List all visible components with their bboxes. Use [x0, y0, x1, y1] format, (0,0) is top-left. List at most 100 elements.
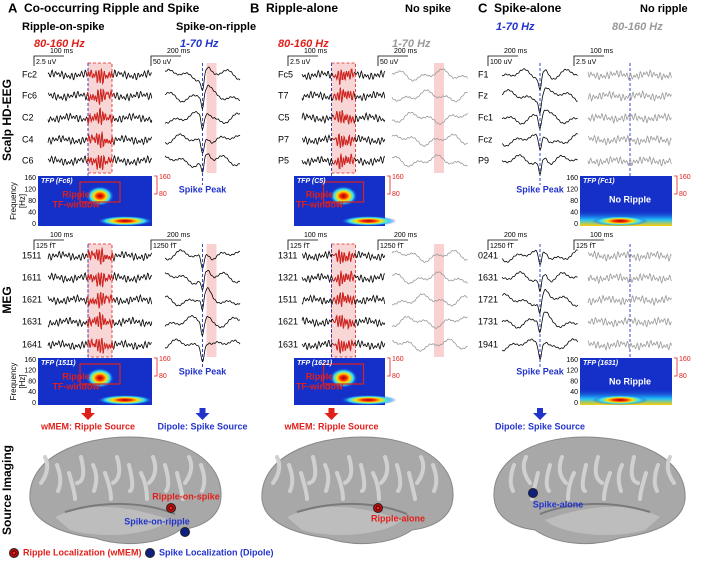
trace: [164, 66, 241, 91]
trace: [164, 133, 241, 154]
brain-surface: [64, 502, 176, 515]
brain-surface: [580, 463, 588, 493]
tfp-label: TFP (Fc6): [41, 178, 73, 185]
spectrogram-hotspot: [340, 216, 397, 226]
window-tick: 80: [159, 191, 167, 198]
channel-label: 1631: [278, 339, 298, 349]
channel-label: C2: [22, 112, 34, 122]
trace: [501, 288, 578, 315]
window-bracket: [674, 175, 678, 195]
tfp-label: TFP (1631): [583, 360, 619, 367]
panel-title: Co-occurring Ripple and Spike: [24, 1, 200, 15]
ripple-trace: [333, 249, 355, 264]
ripple-trace: [86, 312, 114, 330]
amp-scale: 2.5 uV: [36, 59, 57, 66]
brain-surface: [545, 506, 660, 535]
ripple-trace: [86, 131, 114, 149]
frequency-tick: 40: [570, 389, 578, 396]
brain-surface: [431, 463, 439, 493]
time-scale: 100 ms: [590, 48, 613, 55]
brain-surface: [39, 455, 50, 485]
window-tick: 160: [679, 356, 691, 363]
tfp-label: TFP (C5): [297, 178, 326, 185]
brain-surface: [343, 455, 354, 485]
brain-surface: [379, 455, 390, 485]
frequency-tick: 160: [566, 175, 578, 182]
ripple-trace: [333, 133, 355, 149]
panel-letter: A: [8, 0, 18, 15]
ripple-marker: [373, 503, 383, 513]
channel-label: Fc6: [22, 90, 37, 100]
scale-bar: [150, 55, 181, 66]
channel-label: P5: [278, 155, 289, 165]
trace: [587, 272, 672, 285]
time-scale: 200 ms: [394, 232, 417, 239]
channel-label: Fcz: [478, 134, 493, 144]
tfp-label: TFP (1511): [41, 360, 76, 367]
spike-marker: [180, 527, 190, 537]
source-label: Dipole: Spike Source: [495, 421, 585, 431]
window-tick: 80: [392, 191, 400, 198]
source-arrow: [195, 408, 210, 420]
brain: [29, 436, 222, 545]
amp-scale: 2.5 uV: [576, 59, 597, 66]
panel-title: Spike-alone: [494, 1, 562, 15]
brain-surface: [557, 455, 568, 485]
spectrogram-note: Ripple: [306, 189, 334, 199]
spectrogram-hotspot: [329, 368, 358, 388]
frequency-tick: 80: [570, 198, 578, 205]
spectrogram-hotspot: [592, 395, 648, 405]
ripple-trace: [86, 107, 114, 126]
ripple-marker: [166, 503, 176, 513]
source-arrow: [533, 408, 547, 420]
amp-scale: 50 uV: [153, 59, 172, 66]
trace: [588, 134, 672, 147]
trace: [391, 68, 468, 82]
amp-scale: 50 uV: [380, 59, 399, 66]
ripple-trace: [332, 87, 355, 103]
trace: [587, 112, 672, 124]
band-label: 1-70 Hz: [180, 38, 219, 50]
frequency-tick: 40: [28, 389, 36, 396]
brain-surface: [147, 455, 158, 485]
amp-scale: 125 fT: [36, 243, 57, 250]
column-title: Spike-on-ripple: [176, 21, 256, 33]
panel-letter: C: [478, 0, 488, 15]
channel-label: 1311: [278, 250, 297, 260]
time-scale: 100 ms: [590, 232, 613, 239]
brain-surface: [75, 455, 86, 485]
frequency-tick: 120: [566, 368, 578, 375]
window-tick: 80: [679, 191, 687, 198]
channel-label: P7: [278, 134, 289, 144]
trace: [501, 311, 578, 334]
scale-bar: [573, 55, 604, 66]
ripple-window: [206, 244, 217, 357]
column-title: No spike: [405, 3, 451, 15]
ripple-window: [434, 63, 444, 173]
scale-bar: [287, 55, 318, 66]
window-tick: 160: [392, 174, 404, 181]
window-bracket: [154, 357, 158, 377]
window-bracket: [154, 175, 158, 195]
brain-surface: [521, 455, 532, 485]
trace: [391, 315, 468, 329]
brain-surface: [638, 471, 648, 501]
ripple-trace: [86, 68, 114, 85]
ripple-trace: [332, 314, 355, 330]
frequency-tick: 120: [566, 186, 578, 193]
window-tick: 160: [159, 356, 171, 363]
channel-label: Fz: [478, 90, 488, 100]
spectrogram-note: Ripple: [306, 371, 334, 381]
frequency-tick: 80: [28, 378, 36, 385]
brain-surface: [508, 463, 516, 493]
frequency-tick: 0: [32, 400, 36, 407]
ripple-trace: [86, 292, 114, 309]
trace: [391, 249, 468, 263]
spectrogram-note: Ripple: [62, 189, 90, 199]
trace: [587, 339, 672, 351]
brain-surface: [67, 471, 77, 501]
tf-window: [322, 181, 365, 203]
channel-label: 1611: [22, 272, 41, 282]
scale-bar: [33, 55, 64, 66]
